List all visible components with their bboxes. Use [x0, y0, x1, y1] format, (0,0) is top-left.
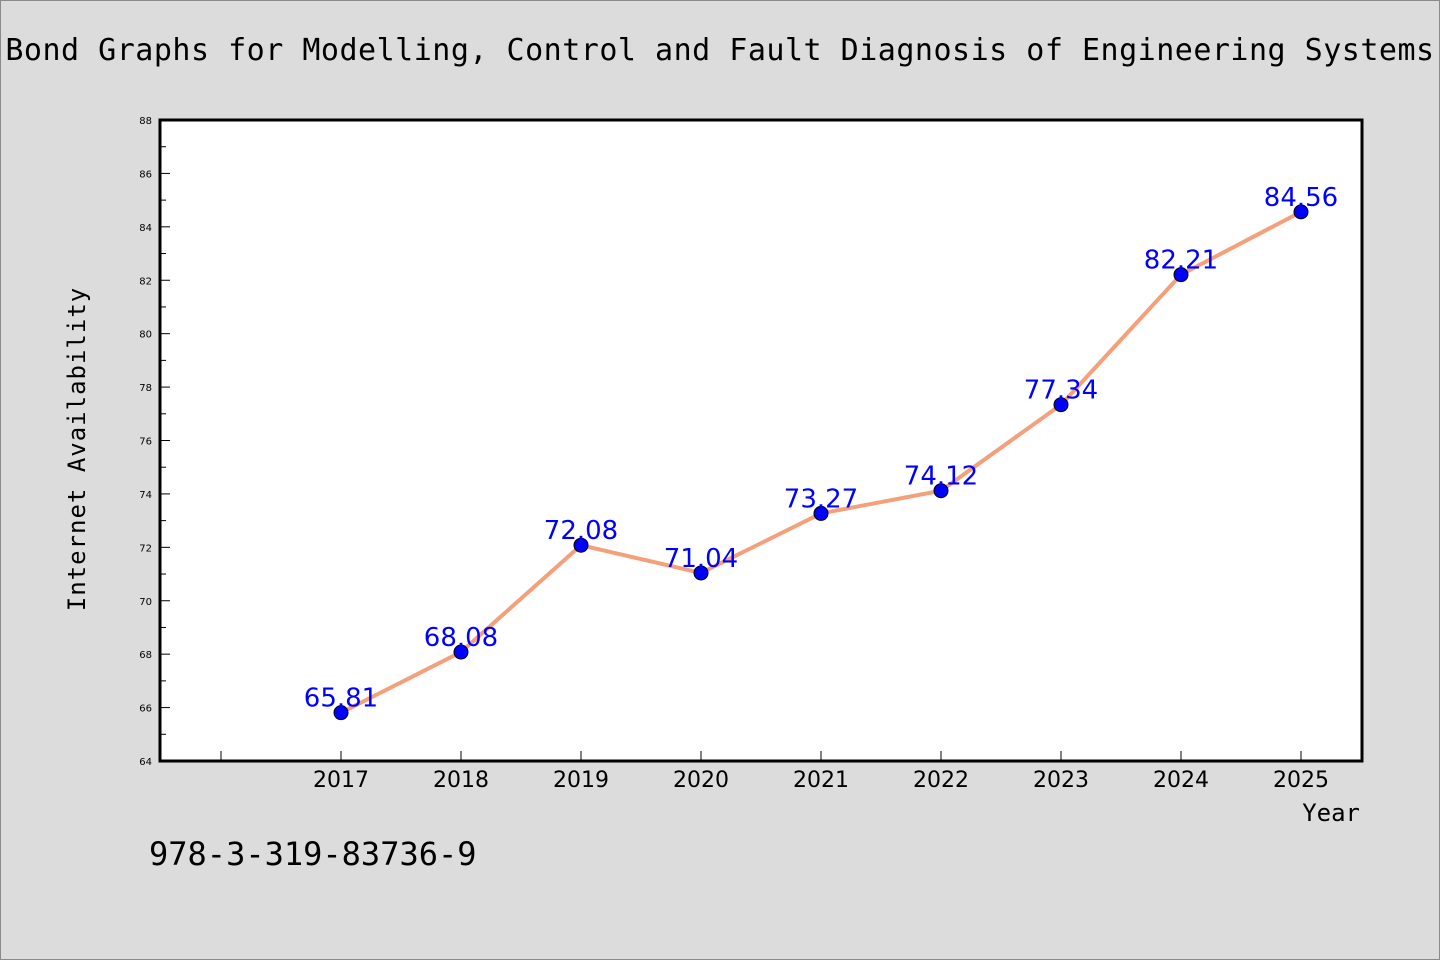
data-label: 74.12 — [904, 462, 978, 492]
y-axis: 64 66 68 70 72 74 76 78 80 82 84 86 88 — [139, 116, 170, 768]
data-label: 77.34 — [1024, 376, 1098, 406]
x-tick-label: 2019 — [553, 768, 609, 793]
y-tick-label: 64 — [139, 757, 152, 768]
y-tick-label: 88 — [139, 116, 152, 127]
y-tick-label: 70 — [139, 597, 152, 608]
x-tick-label: 2020 — [673, 768, 729, 793]
data-point — [933, 483, 949, 499]
data-label: 68.08 — [424, 623, 498, 653]
y-tick-label: 82 — [139, 276, 152, 287]
y-tick-label: 74 — [139, 490, 152, 501]
data-label: 71.04 — [664, 544, 738, 574]
data-label: 65.81 — [304, 684, 378, 714]
data-label: 72.08 — [544, 516, 618, 546]
chart-title: Bond Graphs for Modelling, Control and F… — [5, 33, 1435, 68]
x-tick-label: 2023 — [1033, 768, 1089, 793]
data-point — [1173, 267, 1189, 283]
x-tick-label: 2018 — [433, 768, 489, 793]
y-tick-label: 68 — [139, 650, 152, 661]
y-tick-label: 80 — [139, 330, 152, 341]
isbn-text: 978-3-319-83736-9 — [149, 835, 477, 873]
data-point — [693, 565, 709, 581]
data-label: 84.56 — [1264, 183, 1338, 213]
x-axis-title: Year — [1302, 799, 1360, 827]
data-point — [573, 537, 589, 553]
y-tick-label: 76 — [139, 437, 152, 448]
data-label: 73.27 — [784, 484, 858, 514]
data-point — [1293, 204, 1309, 220]
x-tick-label: 2024 — [1153, 768, 1209, 793]
x-tick-label: 2021 — [793, 768, 849, 793]
data-point — [453, 644, 469, 660]
data-point — [1053, 397, 1069, 413]
y-axis-title: Internet Availability — [63, 287, 91, 611]
data-point — [333, 705, 349, 721]
x-tick-label: 2017 — [313, 768, 369, 793]
y-tick-label: 78 — [139, 383, 152, 394]
y-tick-label: 84 — [139, 223, 152, 234]
data-label: 82.21 — [1144, 246, 1218, 276]
data-point — [813, 505, 829, 521]
x-tick-label: 2022 — [913, 768, 969, 793]
y-tick-label: 66 — [139, 704, 152, 715]
plot-area — [158, 118, 1364, 763]
x-axis: 2017 2018 2019 2020 2021 2022 2023 2024 2025 — [220, 751, 1329, 793]
x-tick-label: 2025 — [1273, 768, 1329, 793]
series-layer: 65.81 68.08 72.08 71.04 73.27 74.12 77.34 82.21… — [304, 183, 1338, 721]
y-tick-label: 72 — [139, 543, 152, 554]
y-tick-label: 86 — [139, 169, 152, 180]
